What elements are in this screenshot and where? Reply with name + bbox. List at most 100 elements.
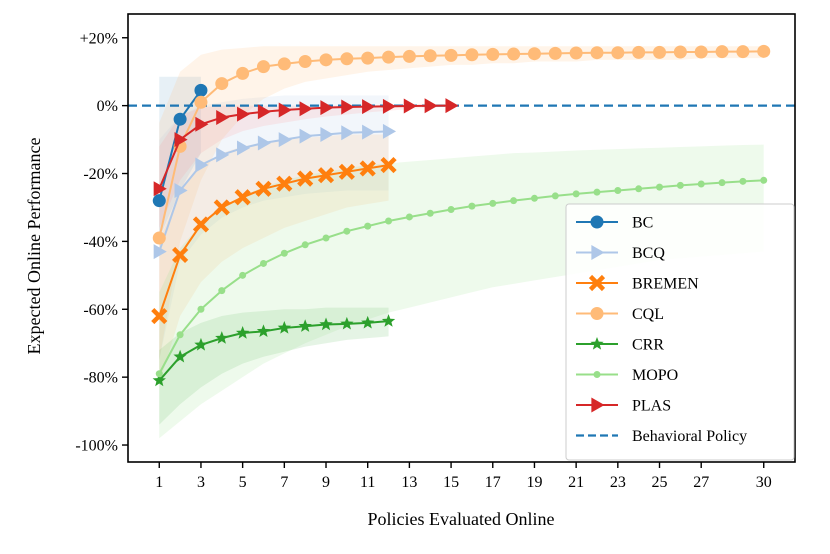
cql-point <box>673 45 687 59</box>
x-tick-label: 21 <box>568 474 584 491</box>
cql-point <box>444 48 458 62</box>
plas-point <box>403 98 417 114</box>
axes: 1 3 5 7 9 11 13 15 17 19 21 23 25 27 30+20%0%-20%-40%-… <box>75 13 796 491</box>
crr-point <box>340 316 354 330</box>
crr-point <box>277 320 291 334</box>
mopo-point <box>551 192 559 200</box>
cql-point <box>653 45 667 59</box>
bremen-point <box>359 160 376 177</box>
crr-point <box>361 315 375 329</box>
legend-label-mopo: MOPO <box>632 367 678 384</box>
mopo-point <box>676 181 684 189</box>
legend-marker-bc <box>590 215 604 229</box>
mopo-point <box>572 190 580 198</box>
x-tick-label: 5 <box>239 474 247 491</box>
x-tick-label: 25 <box>652 474 668 491</box>
cql-point <box>236 66 250 80</box>
plas-point <box>382 98 397 114</box>
mopo-point <box>176 331 184 339</box>
cql-point <box>215 77 229 91</box>
mopo-point <box>426 209 434 217</box>
mopo-point <box>301 241 309 249</box>
cql-point <box>715 45 729 59</box>
y-tick-label: +20% <box>80 30 118 47</box>
bremen-point <box>338 163 355 180</box>
mopo-point <box>697 180 705 188</box>
bc-point <box>194 83 208 97</box>
mopo-point <box>322 234 330 242</box>
crr-point <box>173 349 187 363</box>
legend-marker-bremen <box>588 274 606 292</box>
x-tick-label: 19 <box>526 474 542 491</box>
legend-marker-crr <box>590 337 604 350</box>
bcq-point <box>299 128 313 144</box>
legend: BC BCQ BREMEN CQL CRR MOPO PLAS Behavioral Poli… <box>565 203 795 461</box>
bc-point <box>152 194 166 208</box>
cql-point <box>486 47 500 61</box>
y-tick-label: -100% <box>75 438 118 455</box>
plas-point <box>174 132 188 148</box>
cql-point <box>340 52 354 66</box>
x-tick-label: 3 <box>197 474 205 491</box>
x-axis-label: Policies Evaluated Online <box>368 509 555 529</box>
x-tick-label: 15 <box>443 474 459 491</box>
bremen-point <box>255 180 272 197</box>
plot-frame <box>127 13 796 463</box>
legend-box <box>565 203 795 461</box>
crr-point <box>215 331 229 344</box>
plas-point <box>299 101 313 117</box>
plas-point <box>237 106 251 122</box>
mopo-point <box>656 183 664 191</box>
legend-label-crr: CRR <box>632 337 664 354</box>
plas-point <box>445 98 459 114</box>
cql-point <box>465 48 479 62</box>
mopo-point <box>239 271 247 279</box>
cql-point <box>298 55 312 69</box>
plas-point <box>153 181 167 197</box>
cql-point <box>277 57 291 71</box>
x-tick-label: 1 <box>155 474 163 491</box>
mopo-point <box>635 185 643 193</box>
bremen-point <box>276 175 293 192</box>
bc-band <box>159 76 201 238</box>
mopo-point <box>197 305 205 313</box>
cql-point <box>382 50 396 64</box>
bremen-point <box>234 189 251 206</box>
plas-point <box>424 98 438 114</box>
x-tick-label: 11 <box>360 474 375 491</box>
mopo-point <box>280 249 288 257</box>
legend-marker-cql <box>590 307 604 320</box>
legend-label-behavioral-policy: Behavioral Policy <box>632 428 747 445</box>
cql-point <box>590 46 604 60</box>
y-tick-label: 0% <box>97 98 118 115</box>
mopo-point <box>343 227 351 235</box>
plas-point <box>216 110 230 126</box>
y-axis-label: Expected Online Performance <box>24 138 44 355</box>
plas-point <box>278 102 292 118</box>
mopo-point <box>739 177 747 185</box>
x-tick-label: 17 <box>485 474 501 491</box>
plas-point <box>320 100 334 116</box>
bremen-point <box>297 170 314 187</box>
plas-point <box>341 99 355 115</box>
bcq-point <box>195 157 209 173</box>
cql-point <box>319 53 333 67</box>
bremen-point <box>192 216 210 233</box>
cql-point <box>757 44 771 58</box>
crr-point <box>152 373 166 387</box>
cql-point <box>507 47 521 61</box>
cql-point <box>256 60 270 74</box>
cql-point <box>152 231 166 245</box>
mopo-point <box>405 213 413 221</box>
mopo-point <box>510 197 518 205</box>
bremen-point <box>380 156 397 174</box>
mopo-point <box>447 205 455 213</box>
bcq-point <box>362 124 376 140</box>
mopo-point <box>218 287 226 295</box>
cql-point <box>611 46 625 60</box>
crr-point <box>298 319 312 332</box>
legend-label-bcq: BCQ <box>632 245 665 262</box>
cql-point <box>736 45 750 59</box>
crr-point <box>381 314 396 327</box>
